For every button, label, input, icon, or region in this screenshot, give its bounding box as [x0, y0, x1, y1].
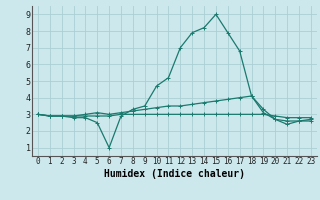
X-axis label: Humidex (Indice chaleur): Humidex (Indice chaleur) [104, 169, 245, 179]
